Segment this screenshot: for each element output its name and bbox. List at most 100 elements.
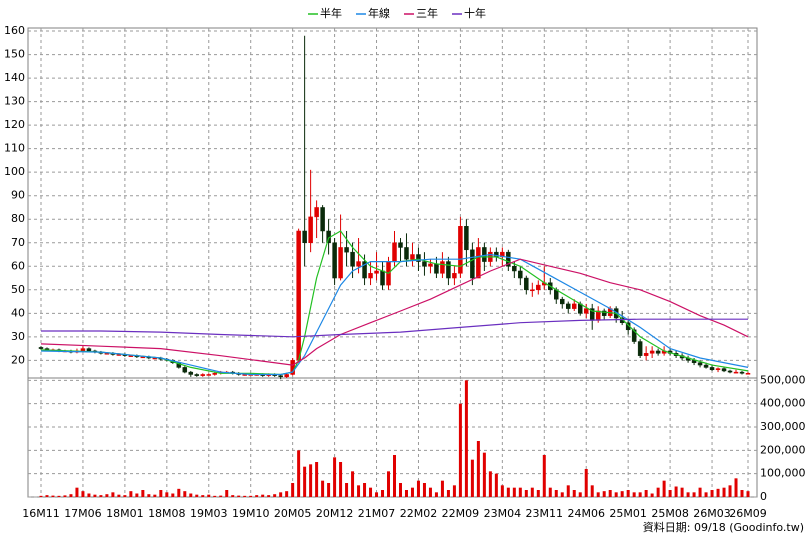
volume-bar [620,491,624,497]
volume-bar [404,490,408,497]
candle-body [398,242,403,248]
y-tick-label: 160 [4,24,25,37]
volume-bar [315,462,319,497]
volume-bar [410,487,414,497]
x-tick-label: 19M03 [190,507,228,520]
volume-bar [201,495,205,497]
candle-body [86,348,92,352]
volume-bar [159,490,163,497]
volume-bar [261,494,265,497]
volume-bar [704,492,708,497]
x-tick-label: 24M06 [567,507,605,520]
x-tick-label: 17M06 [64,507,102,520]
candle-body [152,357,158,360]
candle-body [649,350,655,354]
volume-bar [626,490,630,497]
volume-bar [75,487,79,497]
candle-body [434,263,439,274]
volume-bar [638,492,642,497]
candle-body [601,310,607,316]
x-tick-label: 19M10 [232,507,270,520]
candle-body [721,368,727,372]
volume-bar [117,494,121,497]
y2-tick-label: 500,000 [760,373,806,386]
volume-bar [57,495,61,497]
volume-bar [231,495,235,497]
candle-body [350,251,355,267]
volume-bar [141,490,145,497]
volume-bar [440,480,444,497]
volume-bar [614,492,618,497]
candle-body [38,347,44,349]
volume-bar [381,490,385,497]
volume-bar [237,495,241,497]
candle-body [332,242,337,279]
y-tick-label: 140 [4,71,25,84]
volume-bar [710,490,714,497]
volume-bar [63,495,67,497]
candle-body [697,362,703,366]
ma-line [41,318,748,338]
legend: 半年 年線 三年 十年 [308,6,486,20]
candle-body [428,263,433,267]
candle-body [320,207,325,232]
volume-bar [698,487,702,497]
volume-bar [668,490,672,497]
candle-body [362,261,367,279]
candle-body [745,373,751,375]
volume-bar [680,487,684,497]
volume-bar [518,487,522,497]
candle-body [643,353,649,356]
candle-body [80,348,86,352]
candle-body [631,329,637,342]
volume-bar [375,492,379,497]
x-tick-label: 26M09 [729,507,767,520]
volume-bar [512,487,516,497]
volume-bar [153,494,157,497]
x-tick-label: 21M07 [358,507,396,520]
legend-label: 半年 [320,6,342,20]
candle-body [212,373,218,375]
candle-body [344,247,349,253]
volume-bar [285,491,289,497]
volume-bar [249,495,253,497]
candle-body [440,261,445,274]
ma-line [40,230,749,376]
candle-body [116,354,122,356]
volume-bar [632,492,636,497]
candle-body [368,273,373,279]
volume-bar [740,490,744,497]
volume-bar [398,483,402,497]
candle-body [278,375,283,378]
volume-bar [542,455,546,497]
y-tick-label: 120 [4,118,25,131]
volume-bar [590,485,594,497]
candle-body [410,254,415,260]
volume-bar [45,495,49,497]
volume-bar [39,495,43,497]
volume-bar [309,464,313,497]
y-tick-label: 80 [11,212,25,225]
volume-bar [608,490,612,497]
candle-body [422,261,427,267]
candle-body [356,261,361,267]
x-tick-label: 22M09 [442,507,480,520]
candle-body [536,284,541,291]
candle-body [524,277,529,291]
volume-bar [500,485,504,497]
volume-bar [494,473,498,497]
candle-body [182,367,188,373]
volume-bar [692,492,696,497]
x-tick-label: 20M12 [316,507,354,520]
volume-bar [279,492,283,497]
candle-body [140,356,146,359]
candle-body [703,364,709,368]
candle-body [374,270,379,274]
volume-bar [255,495,259,497]
volume-bar [69,494,73,497]
volume-bar [416,480,420,497]
volume-bar [189,493,193,497]
volume-bar [662,480,666,497]
volume-bar [734,478,738,497]
candle-body [446,261,451,279]
